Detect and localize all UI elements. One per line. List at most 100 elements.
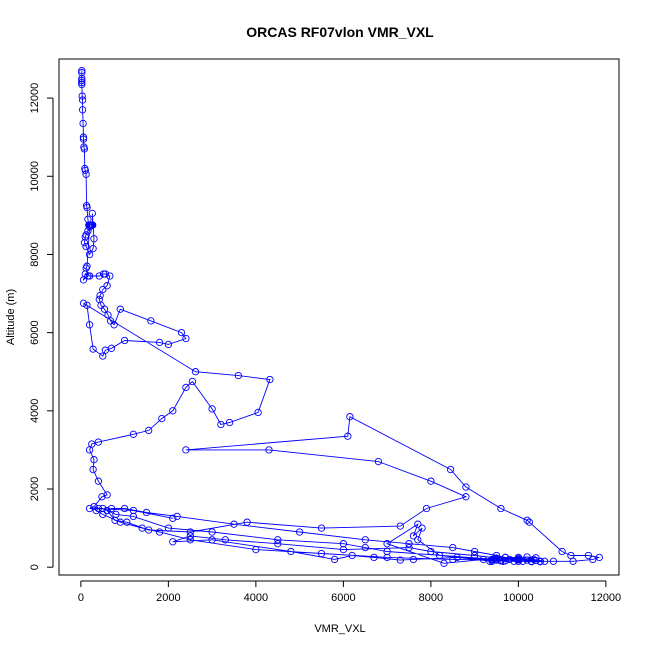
- data-point: [99, 352, 107, 360]
- data-point: [525, 518, 533, 526]
- data-point: [78, 78, 86, 87]
- data-point: [92, 506, 100, 515]
- data-point: [188, 377, 197, 386]
- data-point: [409, 555, 418, 564]
- y-tick-label: 8000: [29, 242, 41, 266]
- data-point: [595, 553, 603, 562]
- data-point: [84, 227, 92, 235]
- x-tick-label: 10000: [503, 592, 534, 604]
- data-point: [120, 336, 129, 345]
- x-tick-label: 6000: [331, 592, 355, 604]
- data-point: [405, 543, 413, 552]
- data-point: [414, 536, 422, 544]
- data-point: [99, 510, 107, 519]
- y-tick-label: 10000: [29, 161, 41, 192]
- data-point: [78, 69, 86, 77]
- data-point: [90, 502, 98, 511]
- data-point: [101, 270, 110, 278]
- data-point: [83, 203, 91, 212]
- data-point: [523, 516, 531, 524]
- data-point: [536, 558, 544, 566]
- data-point: [383, 540, 391, 548]
- data-point: [78, 92, 86, 100]
- data-point: [78, 106, 87, 114]
- data-point: [440, 559, 448, 567]
- data-point: [558, 547, 566, 556]
- data-point: [488, 556, 496, 564]
- data-point: [89, 244, 97, 253]
- data-point: [409, 532, 418, 540]
- x-axis-label: VMR_VXL: [314, 623, 365, 635]
- data-point: [182, 446, 190, 454]
- data-point: [100, 305, 109, 313]
- data-point: [374, 457, 383, 466]
- y-tick-label: 2000: [29, 477, 41, 501]
- y-tick-label: 4000: [29, 399, 41, 423]
- data-point: [78, 80, 86, 89]
- data-point: [453, 553, 461, 562]
- y-tick-label: 0: [29, 564, 41, 570]
- data-point: [243, 518, 251, 526]
- data-point: [79, 119, 87, 128]
- data-point: [81, 270, 89, 278]
- data-point: [414, 520, 422, 528]
- data-point: [78, 96, 87, 104]
- data-point: [94, 477, 103, 485]
- chart-title: ORCAS RF07vlon VMR_VXL: [246, 24, 434, 40]
- data-point: [287, 547, 295, 556]
- data-point: [274, 536, 282, 544]
- data-point: [492, 555, 501, 564]
- data-point: [186, 528, 194, 536]
- data-point: [492, 551, 501, 560]
- data-point: [82, 242, 90, 251]
- data-point: [85, 223, 94, 231]
- data-point: [138, 524, 146, 532]
- data-point: [85, 250, 94, 259]
- data-point: [83, 301, 91, 309]
- data-point: [147, 317, 155, 325]
- data-point: [99, 285, 107, 294]
- data-point: [470, 547, 479, 556]
- data-point: [234, 371, 243, 380]
- data-point: [221, 536, 229, 544]
- data-point: [116, 305, 124, 313]
- plot-frame: [58, 58, 620, 576]
- data-point: [103, 506, 111, 515]
- data-point: [79, 133, 88, 141]
- data-point: [501, 557, 509, 565]
- data-point: [82, 231, 90, 239]
- data-point: [274, 540, 282, 548]
- x-tick-label: 8000: [419, 592, 443, 604]
- data-point: [90, 235, 98, 243]
- data-point: [383, 553, 391, 562]
- data-point: [145, 426, 153, 435]
- data-point: [523, 553, 531, 561]
- data-point: [497, 556, 505, 565]
- series-layer: [78, 67, 603, 567]
- data-point: [532, 556, 540, 565]
- data-point: [405, 540, 413, 548]
- data-point: [462, 483, 470, 491]
- data-point: [90, 456, 98, 464]
- data-point: [470, 551, 479, 560]
- data-point: [173, 512, 181, 521]
- data-point: [339, 545, 348, 554]
- data-point: [169, 514, 177, 522]
- data-point: [164, 524, 173, 532]
- data-point: [339, 540, 348, 548]
- data-point: [208, 405, 216, 413]
- data-point: [317, 524, 326, 532]
- data-point: [145, 526, 153, 534]
- data-point: [422, 504, 431, 513]
- data-point: [80, 145, 89, 153]
- x-tick-label: 0: [78, 592, 84, 604]
- data-point: [107, 504, 116, 513]
- data-point: [361, 543, 369, 552]
- y-axis: 0 2000 4000 6000 8000 10000 12000: [29, 83, 54, 570]
- x-tick-label: 4000: [244, 592, 268, 604]
- x-axis: 0 2000 4000 6000 8000 10000 12000: [78, 580, 621, 604]
- data-point: [396, 522, 404, 530]
- data-point: [317, 549, 326, 558]
